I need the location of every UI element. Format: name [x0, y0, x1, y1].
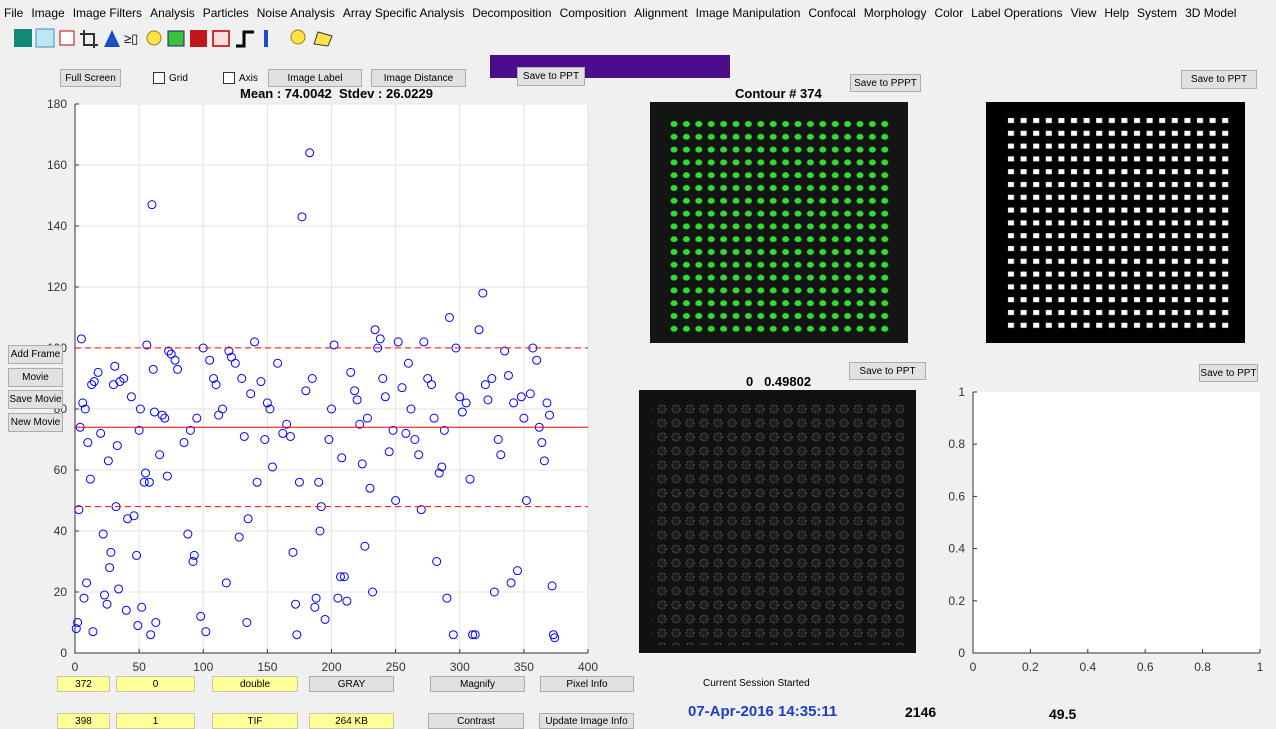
x-tick-label: 200 — [321, 660, 341, 674]
checkbox-label: Grid — [169, 73, 188, 84]
x-tick-label: 0.8 — [1194, 660, 1211, 674]
plot-axes: 0 0.2 0.4 0.6 0.8 1 0 0.2 0.4 0.6 0.8 1 — [948, 385, 1263, 674]
checkbox-box[interactable] — [223, 72, 235, 84]
info-box: 398 — [57, 713, 110, 729]
x-tick-label: 100 — [193, 660, 213, 674]
save-ppt-button[interactable]: Save to PPT — [1199, 364, 1258, 382]
info-box: 0 — [116, 676, 195, 692]
x-tick-label: 250 — [386, 660, 406, 674]
contrast-button[interactable]: Contrast — [428, 713, 524, 729]
info-box: TIF — [212, 713, 298, 729]
checkbox-box[interactable] — [153, 72, 165, 84]
save-ppt-button[interactable]: Save to PPT — [849, 362, 926, 380]
y-tick-label: 20 — [54, 585, 68, 599]
movie-button[interactable]: Movie — [8, 368, 63, 387]
y-tick-label: 0 — [60, 646, 67, 660]
info-box: double — [212, 676, 298, 692]
y-tick-label: 60 — [54, 463, 68, 477]
y-tick-label: 140 — [47, 219, 67, 233]
save-ppt-button[interactable]: Save to PPPT — [850, 74, 921, 92]
plot-axes: 0501001502002503003504000204060801001201… — [47, 97, 598, 674]
y-tick-label: 1 — [958, 385, 965, 399]
magnify-button[interactable]: Magnify — [430, 676, 525, 692]
save-ppt-button[interactable]: Save to PPT — [517, 67, 585, 86]
chart-title: Mean : 74.0042 Stdev : 26.0229 — [240, 86, 433, 101]
x-tick-label: 0.4 — [1079, 660, 1096, 674]
movie-button[interactable]: Add Frame — [8, 345, 63, 364]
info-box: 264 KB — [309, 713, 394, 729]
checkbox[interactable]: Grid — [153, 72, 188, 84]
status-value: 49.5 — [1049, 706, 1076, 722]
binary-image — [986, 102, 1245, 343]
y-tick-label: 180 — [47, 97, 67, 111]
y-tick-label: 120 — [47, 280, 67, 294]
movie-button[interactable]: New Movie — [8, 413, 63, 432]
y-tick-label: 0.2 — [948, 594, 965, 608]
session-label: Current Session Started — [703, 678, 810, 689]
movie-button[interactable]: Save Movie — [8, 390, 63, 409]
x-tick-label: 300 — [450, 660, 470, 674]
app-window: { "menu": ["File","Image","Image Filters… — [0, 0, 1276, 729]
image-label-button[interactable]: Image Label — [268, 69, 362, 87]
x-tick-label: 0 — [72, 660, 79, 674]
gray-image — [639, 390, 916, 653]
x-tick-label: 1 — [1257, 660, 1264, 674]
pixel-info-button[interactable]: Pixel Info — [540, 676, 634, 692]
x-tick-label: 150 — [257, 660, 277, 674]
threshold-label: 0 0.49802 — [746, 374, 811, 389]
y-tick-label: 0.6 — [948, 489, 965, 503]
plot-area — [973, 392, 1260, 653]
contour-image — [650, 102, 908, 343]
x-tick-label: 0.2 — [1022, 660, 1039, 674]
checkbox[interactable]: Axis — [223, 72, 258, 84]
full-screen-button[interactable]: Full Screen — [60, 69, 121, 87]
x-tick-label: 0 — [970, 660, 977, 674]
session-timestamp: 07-Apr-2016 14:35:11 — [688, 703, 837, 720]
info-box: 372 — [57, 676, 110, 692]
contour-title: Contour # 374 — [735, 86, 822, 101]
y-tick-label: 0 — [958, 646, 965, 660]
y-tick-label: 160 — [47, 158, 67, 172]
y-tick-label: 0.8 — [948, 437, 965, 451]
update-info-button[interactable]: Update Image Info — [539, 713, 634, 729]
image-distance-button[interactable]: Image Distance — [371, 69, 466, 87]
info-box: 1 — [116, 713, 195, 729]
x-tick-label: 350 — [514, 660, 534, 674]
image-mode-button[interactable]: GRAY — [309, 676, 394, 692]
x-tick-label: 400 — [578, 660, 598, 674]
status-count: 2146 — [905, 704, 936, 720]
figure: 0501001502002503003504000204060801001201… — [0, 0, 1276, 729]
y-tick-label: 0.4 — [948, 542, 965, 556]
x-tick-label: 50 — [132, 660, 146, 674]
checkbox-label: Axis — [239, 73, 258, 84]
save-ppt-button[interactable]: Save to PPT — [1181, 70, 1257, 89]
y-tick-label: 40 — [54, 524, 68, 538]
x-tick-label: 0.6 — [1137, 660, 1154, 674]
